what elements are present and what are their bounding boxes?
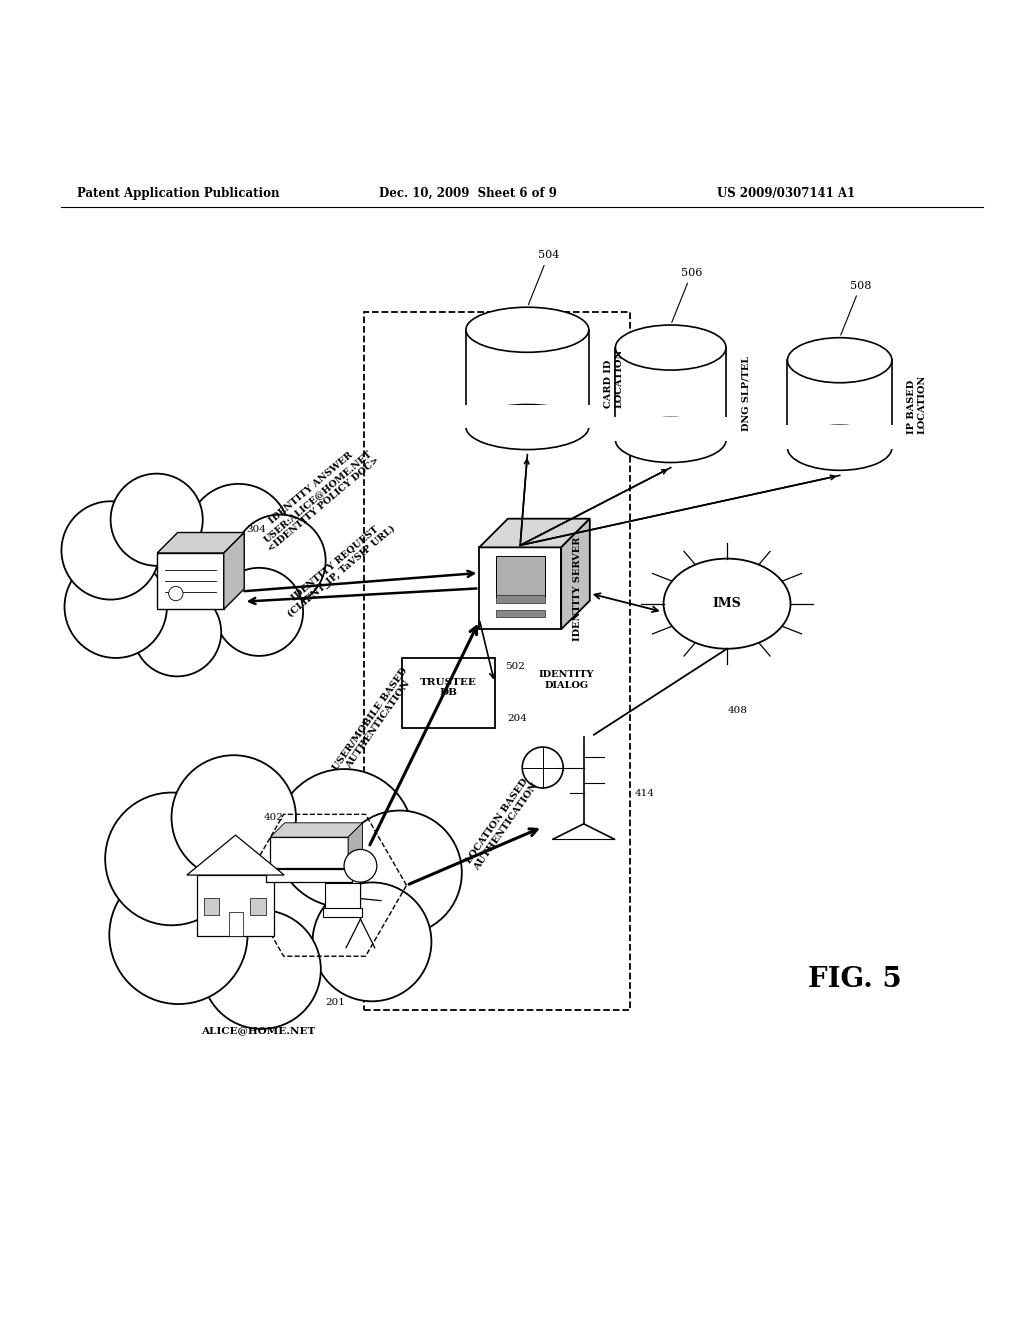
Text: IDENTITY REQUEST
(CLIENT_IP, TaVSIP URL): IDENTITY REQUEST (CLIENT_IP, TaVSIP URL): [280, 516, 396, 619]
Circle shape: [338, 810, 462, 935]
Polygon shape: [270, 822, 362, 837]
Text: 204: 204: [507, 714, 526, 723]
Circle shape: [65, 556, 167, 657]
Circle shape: [312, 882, 431, 1002]
Ellipse shape: [466, 404, 589, 450]
Text: IDENTITY SERVER: IDENTITY SERVER: [573, 536, 583, 640]
Bar: [250, 898, 266, 915]
Bar: [479, 548, 561, 630]
Circle shape: [121, 515, 244, 638]
Text: 201: 201: [325, 998, 345, 1007]
Bar: [158, 553, 223, 610]
Text: USER/MOBILE BASED
AUTHENTICATION: USER/MOBILE BASED AUTHENTICATION: [331, 665, 417, 777]
Bar: [614, 417, 727, 441]
Text: 304: 304: [246, 525, 265, 535]
Text: ALICE@HOME.NET: ALICE@HOME.NET: [201, 1027, 315, 1036]
Polygon shape: [479, 519, 590, 548]
Text: IMS: IMS: [713, 597, 741, 610]
Text: IDENTITY
DIALOG: IDENTITY DIALOG: [539, 671, 594, 689]
Bar: [228, 912, 243, 936]
Polygon shape: [223, 532, 244, 610]
Bar: [496, 556, 545, 597]
Text: DNG SLP/TEL: DNG SLP/TEL: [741, 356, 751, 432]
Text: LOCATION BASED
AUTHENTICATION: LOCATION BASED AUTHENTICATION: [464, 775, 540, 873]
Circle shape: [111, 474, 203, 566]
Circle shape: [171, 755, 296, 879]
Text: 504: 504: [528, 249, 559, 305]
Bar: [465, 404, 590, 428]
Bar: [325, 883, 360, 909]
Bar: [197, 875, 274, 936]
Circle shape: [105, 792, 238, 925]
Text: 414: 414: [635, 788, 654, 797]
Bar: [364, 312, 630, 1010]
Text: 506: 506: [672, 268, 702, 322]
Text: 502: 502: [505, 663, 525, 671]
Circle shape: [187, 484, 290, 586]
Circle shape: [233, 515, 326, 607]
Polygon shape: [348, 822, 362, 867]
Text: 402: 402: [263, 813, 284, 822]
Text: 508: 508: [841, 281, 871, 335]
Circle shape: [110, 866, 248, 1005]
Bar: [615, 347, 726, 440]
Ellipse shape: [787, 425, 892, 470]
Text: Patent Application Publication: Patent Application Publication: [77, 186, 280, 199]
Text: CARD ID
LOCATION: CARD ID LOCATION: [604, 348, 624, 408]
Bar: [402, 657, 495, 727]
Polygon shape: [158, 532, 244, 553]
Text: 408: 408: [727, 706, 748, 715]
Circle shape: [202, 909, 321, 1030]
Bar: [270, 837, 348, 867]
Ellipse shape: [615, 325, 726, 370]
Bar: [323, 908, 362, 917]
Bar: [496, 595, 545, 603]
Ellipse shape: [664, 558, 791, 648]
Circle shape: [344, 850, 377, 882]
Bar: [786, 425, 893, 449]
Circle shape: [275, 770, 414, 907]
Ellipse shape: [787, 338, 892, 383]
Circle shape: [522, 747, 563, 788]
Bar: [204, 898, 219, 915]
Polygon shape: [186, 836, 285, 875]
Ellipse shape: [615, 417, 726, 462]
Text: US 2009/0307141 A1: US 2009/0307141 A1: [717, 186, 855, 199]
Circle shape: [61, 502, 160, 599]
Circle shape: [185, 810, 351, 977]
Bar: [266, 870, 352, 882]
Circle shape: [133, 589, 221, 676]
Text: IP BASED
LOCATION: IP BASED LOCATION: [907, 375, 927, 434]
Circle shape: [215, 568, 303, 656]
Bar: [787, 360, 892, 447]
Ellipse shape: [466, 308, 589, 352]
Polygon shape: [561, 519, 590, 630]
Text: FIG. 5: FIG. 5: [808, 966, 902, 993]
Bar: [496, 610, 545, 616]
Text: Dec. 10, 2009  Sheet 6 of 9: Dec. 10, 2009 Sheet 6 of 9: [379, 186, 557, 199]
Bar: [466, 330, 589, 428]
Text: IDENTITY ANSWER
USER:ALICE@HOME.NET
<IDENTITY POLICY DOC>: IDENTITY ANSWER USER:ALICE@HOME.NET <IDE…: [254, 440, 381, 553]
Circle shape: [169, 586, 183, 601]
Text: TRUSTEE
DB: TRUSTEE DB: [420, 678, 477, 697]
